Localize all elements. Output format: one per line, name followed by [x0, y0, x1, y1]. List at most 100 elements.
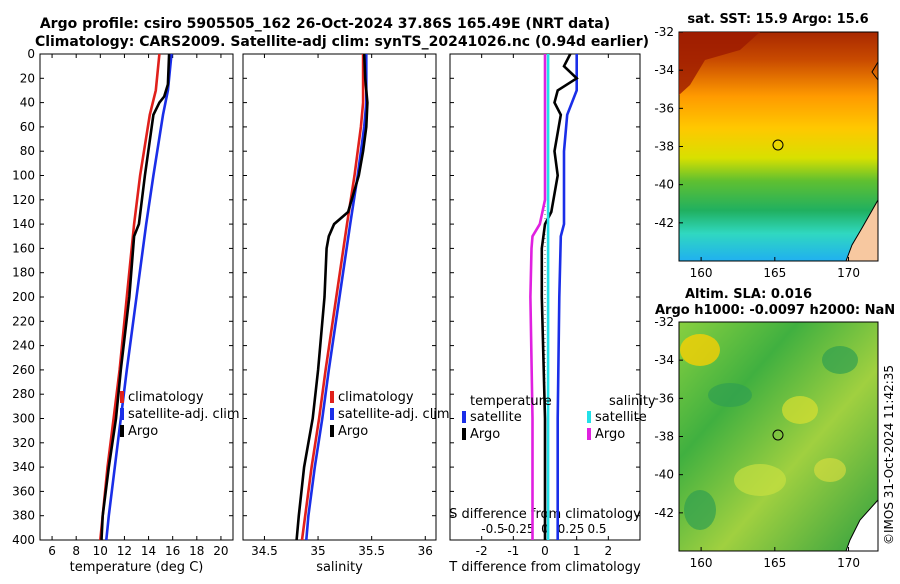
y-tick-label: 280	[12, 387, 35, 401]
legend-heading: salinity	[609, 394, 656, 409]
legend-swatch	[587, 411, 591, 423]
legend-label: Argo	[338, 424, 368, 439]
x-tick-label: 34.5	[251, 544, 278, 558]
x-axis-label: T difference from climatology	[448, 560, 641, 575]
legend-swatch	[587, 428, 591, 440]
y-tick-label: 180	[12, 266, 35, 280]
legend-heading: temperature	[470, 394, 552, 409]
y-tick-label: 100	[12, 169, 35, 183]
legend-swatch	[120, 391, 124, 403]
legend-swatch	[462, 411, 466, 423]
panel-salinity: 34.5 35 35.5 36 salinity climatology satellite…	[242, 53, 450, 575]
x-tick-label: -1	[507, 544, 519, 558]
series-s-argo	[529, 54, 547, 540]
y-tick-label: 40	[20, 96, 35, 110]
legend-swatch	[120, 425, 124, 437]
y-tick-label: 60	[20, 120, 35, 134]
map-y-tick-label: -42	[654, 506, 674, 520]
legend-swatch	[330, 408, 334, 420]
x2-tick-label: -0.5	[481, 522, 504, 536]
x-tick-label: 10	[93, 544, 108, 558]
map-x-tick-label: 160	[690, 266, 713, 280]
y-tick-label: 20	[20, 71, 35, 85]
map-y-tick-label: -42	[654, 216, 674, 230]
map-y-tick-label: -34	[654, 353, 674, 367]
series-climatology	[300, 54, 365, 541]
x-tick-label: 16	[165, 544, 180, 558]
y-tick-label: 0	[27, 47, 35, 61]
x-tick-label: -2	[476, 544, 488, 558]
map-x-tick-label: 170	[837, 266, 860, 280]
legend-label: satellite	[470, 410, 522, 425]
map-y-tick-label: -36	[654, 101, 674, 115]
credit: ©IMOS 31-Oct-2024 11:42:35	[882, 365, 896, 545]
x-tick-label: 35.5	[358, 544, 385, 558]
panel-temperature: 0 20 40 60 80 100 120 140 160 180 200 220 240 260 280 3…	[12, 47, 240, 575]
y-tick-label: 360	[12, 484, 35, 498]
series-t-argo	[540, 53, 579, 540]
map-y-tick-label: -40	[654, 178, 674, 192]
legend-label: climatology	[128, 390, 204, 405]
x-tick-label: 20	[213, 544, 228, 558]
series-argo	[295, 53, 369, 541]
sst-map	[678, 31, 879, 262]
y-tick-label: 120	[12, 193, 35, 207]
map-y-tick-label: -32	[654, 25, 674, 39]
x-tick-label: 8	[72, 544, 80, 558]
map-y-tick-label: -32	[654, 315, 674, 329]
map-x-tick-label: 170	[837, 556, 860, 570]
sla-map	[678, 321, 879, 552]
title-line2: Climatology: CARS2009. Satellite-adj cli…	[35, 34, 649, 50]
map-y-tick-label: -34	[654, 63, 674, 77]
legend-label: satellite-adj. clim	[128, 407, 240, 422]
legend-swatch	[120, 408, 124, 420]
y-tick-label: 240	[12, 339, 35, 353]
y-tick-label: 320	[12, 436, 35, 450]
y-tick-label: 140	[12, 217, 35, 231]
legend-swatch	[462, 428, 466, 440]
y-tick-label: 260	[12, 363, 35, 377]
series-argo	[100, 53, 171, 541]
legend-label: Argo	[470, 427, 500, 442]
x-tick-label: 0	[541, 544, 549, 558]
x-tick-label: 36	[418, 544, 433, 558]
x2-tick-label: 0.25	[558, 522, 585, 536]
x2-tick-label: 0.5	[587, 522, 606, 536]
legend-label: Argo	[128, 424, 158, 439]
y-tick-label: 400	[12, 533, 35, 547]
x-tick-label: 1	[573, 544, 581, 558]
legend-swatch	[330, 425, 334, 437]
sla-map-title2: Argo h1000: -0.0097 h2000: NaN	[655, 303, 895, 318]
map-x-tick-label: 160	[690, 556, 713, 570]
map-y-tick-label: -40	[654, 468, 674, 482]
series-satellite-adj-clim	[105, 53, 173, 541]
legend-swatch	[330, 391, 334, 403]
y-tick-label: 380	[12, 509, 35, 523]
x2-tick-label: -0.25	[503, 522, 534, 536]
sst-map-title: sat. SST: 15.9 Argo: 15.6	[687, 12, 868, 27]
x-tick-label: 6	[48, 544, 56, 558]
legend-label: satellite-adj. clim	[338, 407, 450, 422]
map-x-tick-label: 165	[763, 556, 786, 570]
series-satellite-adj-clim	[305, 54, 368, 541]
y-tick-label: 300	[12, 412, 35, 426]
y-tick-label: 200	[12, 290, 35, 304]
y-tick-label: 340	[12, 460, 35, 474]
x-tick-label: 35	[310, 544, 325, 558]
title-line1: Argo profile: csiro 5905505_162 26-Oct-2…	[40, 16, 610, 32]
sla-map-title1: Altim. SLA: 0.016	[685, 287, 812, 302]
series-t-satellite	[556, 54, 579, 540]
x-tick-label: 2	[605, 544, 613, 558]
x-tick-label: 18	[189, 544, 204, 558]
x-axis-label: salinity	[316, 560, 363, 575]
x-tick-label: 12	[117, 544, 132, 558]
map-y-tick-label: -38	[654, 430, 674, 444]
map-y-tick-label: -36	[654, 391, 674, 405]
y-tick-label: 160	[12, 241, 35, 255]
x-axis-label: temperature (deg C)	[70, 560, 204, 575]
legend-label: Argo	[595, 427, 625, 442]
x-tick-label: 14	[141, 544, 156, 558]
y-tick-label: 220	[12, 314, 35, 328]
legend-label: climatology	[338, 390, 414, 405]
